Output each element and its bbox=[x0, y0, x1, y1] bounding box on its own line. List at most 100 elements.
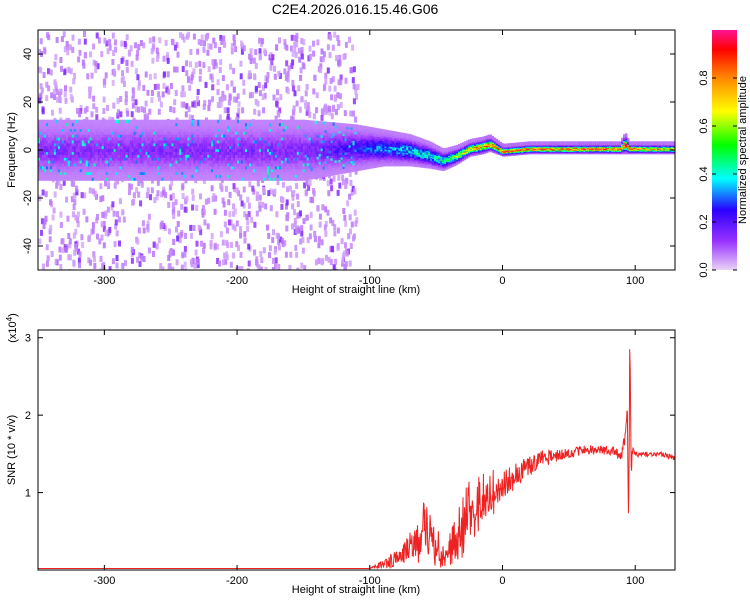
heatmap-cell bbox=[237, 162, 240, 167]
heatmap-cell bbox=[268, 168, 272, 173]
heatmap-cell bbox=[330, 139, 333, 144]
heatmap-cell bbox=[324, 142, 327, 146]
heatmap-cell bbox=[233, 139, 236, 144]
heatmap-cell bbox=[286, 71, 290, 78]
heatmap-cell bbox=[83, 157, 86, 161]
heatmap-cell bbox=[169, 154, 172, 158]
heatmap-cell bbox=[209, 239, 213, 246]
heatmap-cell bbox=[95, 125, 98, 129]
heatmap-cell bbox=[340, 165, 343, 170]
heatmap-cell bbox=[101, 160, 104, 164]
heatmap-cell bbox=[72, 180, 76, 187]
heatmap-cell bbox=[262, 119, 266, 124]
heatmap-cell bbox=[213, 131, 216, 135]
heatmap-cell bbox=[270, 128, 274, 132]
heatmap-cell bbox=[112, 102, 116, 109]
heatmap-cell bbox=[115, 122, 118, 127]
heatmap-cell bbox=[349, 179, 353, 186]
heatmap-cell bbox=[145, 154, 148, 158]
heatmap-cell bbox=[240, 40, 243, 47]
heatmap-cell bbox=[352, 141, 355, 146]
heatmap-cell bbox=[107, 134, 110, 138]
heatmap-cell bbox=[103, 171, 106, 175]
heatmap-cell bbox=[171, 131, 174, 135]
heatmap-cell bbox=[152, 43, 156, 50]
heatmap-cell bbox=[171, 165, 174, 170]
heatmap-cell bbox=[280, 154, 284, 158]
heatmap-cell bbox=[121, 145, 124, 150]
heatmap-cell bbox=[278, 131, 282, 135]
heatmap-cell bbox=[169, 106, 173, 113]
heatmap-cell bbox=[127, 177, 130, 181]
heatmap-cell bbox=[77, 177, 80, 181]
heatmap-cell bbox=[231, 125, 234, 129]
heatmap-cell bbox=[44, 137, 47, 141]
heatmap-cell bbox=[272, 160, 276, 164]
heatmap-cell bbox=[103, 134, 106, 138]
heatmap-cell bbox=[166, 57, 170, 64]
heatmap-cell bbox=[127, 157, 130, 161]
heatmap-cell bbox=[326, 126, 329, 131]
heatmap-cell bbox=[349, 243, 353, 249]
heatmap-cell bbox=[292, 151, 295, 155]
heatmap-cell bbox=[273, 248, 277, 255]
heatmap-cell bbox=[145, 125, 148, 129]
heatmap-cell bbox=[225, 119, 228, 124]
heatmap-cell bbox=[106, 206, 110, 213]
heatmap-cell bbox=[197, 224, 201, 231]
heatmap-cell bbox=[87, 148, 90, 152]
heatmap-cell bbox=[324, 170, 327, 175]
heatmap-cell bbox=[40, 154, 43, 158]
heatmap-cell bbox=[282, 134, 285, 138]
heatmap-cell bbox=[276, 174, 280, 178]
heatmap-cell bbox=[151, 177, 154, 181]
heatmap-cell bbox=[312, 131, 315, 136]
heatmap-cell bbox=[354, 88, 358, 95]
heatmap-cell bbox=[326, 157, 329, 162]
heatmap-cell bbox=[161, 177, 164, 181]
heatmap-cell bbox=[227, 154, 230, 158]
heatmap-cell bbox=[55, 165, 59, 170]
heatmap-cell bbox=[241, 165, 244, 170]
heatmap-cell bbox=[239, 151, 242, 155]
heatmap-cell bbox=[137, 122, 140, 127]
heatmap-cell bbox=[139, 148, 142, 152]
heatmap-cell bbox=[59, 119, 63, 124]
heatmap-cell bbox=[338, 122, 341, 127]
heatmap-cell bbox=[253, 162, 256, 167]
heatmap-cell bbox=[181, 193, 185, 199]
heatmap-cell bbox=[217, 131, 220, 135]
heatmap-cell bbox=[258, 205, 262, 212]
heatmap-cell bbox=[165, 131, 168, 135]
heatmap-cell bbox=[38, 145, 41, 150]
heatmap-cell bbox=[87, 177, 90, 181]
heatmap-cell bbox=[195, 154, 198, 158]
heatmap-cell bbox=[205, 171, 208, 175]
heatmap-cell bbox=[49, 142, 53, 147]
heatmap-cell bbox=[262, 177, 266, 181]
heatmap-cell bbox=[155, 162, 158, 167]
heatmap-cell bbox=[360, 148, 363, 152]
heatmap-cell bbox=[362, 150, 365, 154]
heatmap-cell bbox=[308, 159, 311, 163]
heatmap-cell bbox=[173, 168, 176, 173]
heatmap-cell bbox=[201, 151, 204, 155]
heatmap-cell bbox=[233, 122, 236, 127]
heatmap-cell bbox=[101, 148, 104, 152]
heatmap-cell bbox=[233, 151, 236, 155]
heatmap-cell bbox=[129, 139, 132, 144]
heatmap-cell bbox=[179, 32, 182, 39]
heatmap-cell bbox=[85, 177, 88, 181]
heatmap-cell bbox=[232, 34, 236, 41]
heatmap-cell bbox=[225, 131, 228, 135]
heatmap-cell bbox=[77, 168, 80, 173]
heatmap-cell bbox=[162, 190, 166, 197]
heatmap-cell bbox=[310, 137, 313, 141]
heatmap-cell bbox=[351, 77, 355, 84]
heatmap-cell bbox=[177, 131, 180, 135]
heatmap-cell bbox=[237, 142, 240, 147]
heatmap-cell bbox=[258, 201, 262, 208]
heatmap-cell bbox=[358, 144, 361, 148]
heatmap-cell bbox=[358, 158, 361, 163]
heatmap-cell bbox=[231, 148, 234, 152]
